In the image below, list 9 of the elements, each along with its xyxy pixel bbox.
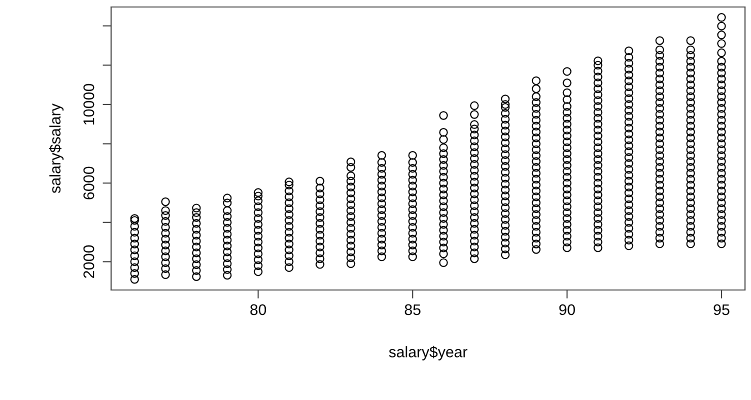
x-tick-label: 80	[250, 304, 266, 316]
y-tick-label: 6000	[83, 166, 94, 200]
y-axis-title: salary$salary	[49, 104, 64, 194]
y-tick-label: 2000	[83, 245, 94, 278]
x-tick-label: 90	[559, 304, 575, 316]
x-axis-title: salary$year	[389, 346, 468, 360]
y-tick-label: 10000	[83, 84, 94, 125]
x-tick-label: 95	[714, 304, 730, 316]
x-tick-label: 85	[404, 304, 420, 316]
